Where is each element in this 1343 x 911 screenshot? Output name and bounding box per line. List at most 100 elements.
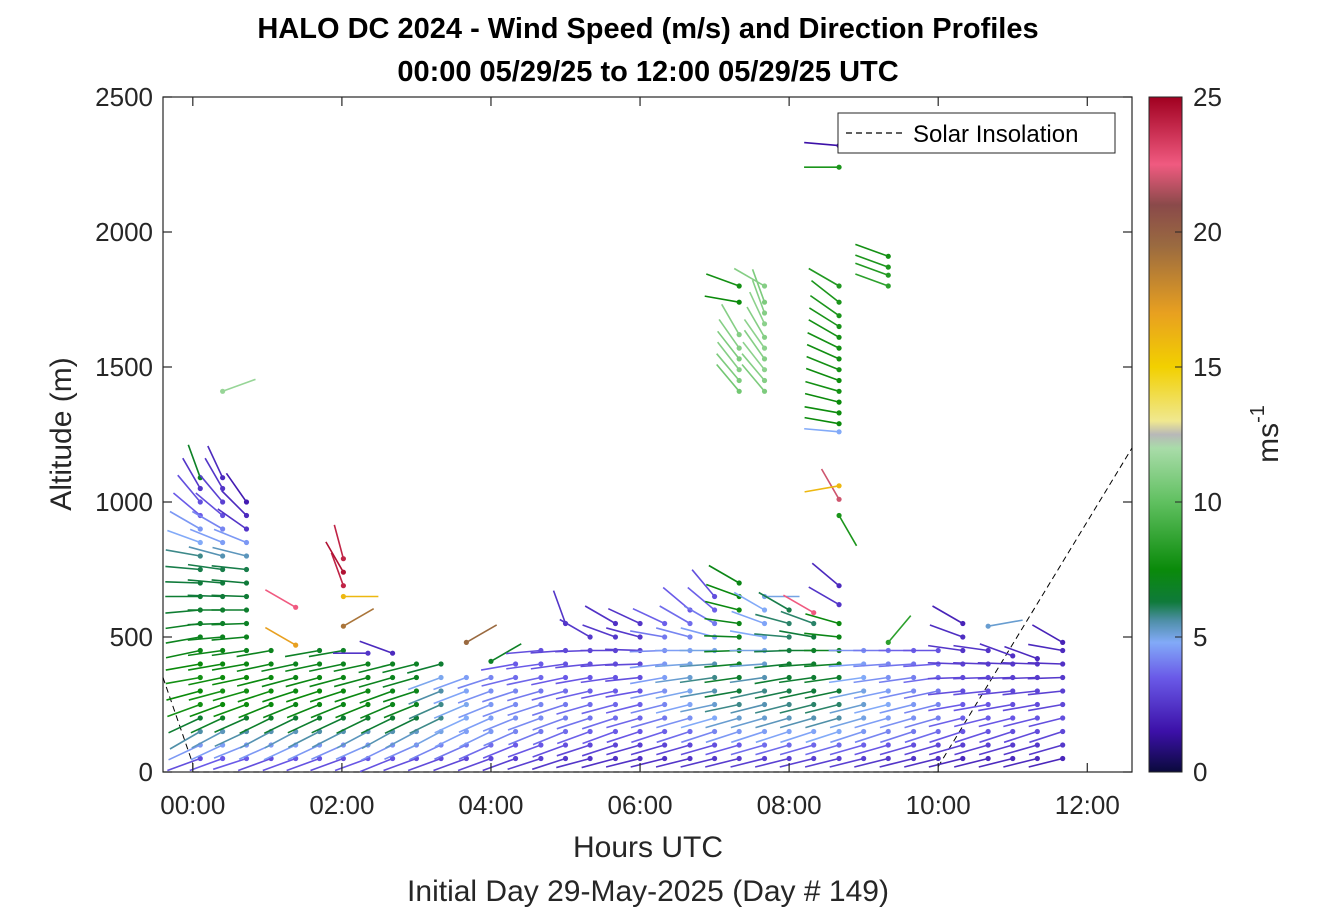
wind-barb-dot (687, 620, 693, 627)
wind-barb-dot (811, 674, 817, 681)
wind-barb-shaft (830, 730, 864, 744)
wind-barb-shaft (236, 676, 272, 687)
wind-barb (655, 755, 693, 768)
wind-barb-shaft (755, 613, 790, 625)
wind-barb-dot (316, 688, 323, 694)
wind-barb-dot (736, 367, 742, 373)
wind-barb-dot (538, 742, 544, 748)
wind-barb-shaft (630, 744, 665, 756)
wind-barb-dot (340, 715, 346, 721)
wind-barb-shaft (606, 717, 641, 729)
wind-barb-dot (1060, 639, 1066, 646)
wind-barb-shaft (778, 676, 814, 684)
wind-barb (655, 701, 693, 714)
wind-barb-shaft (336, 717, 369, 735)
wind-barb-shaft (655, 690, 691, 700)
wind-barb-shaft (407, 757, 442, 772)
wind-barb-dot (612, 701, 619, 708)
wind-barb (408, 688, 444, 705)
wind-barb-dot (562, 715, 569, 721)
wind-barb-shaft (165, 565, 201, 571)
wind-barb-shaft (630, 717, 665, 729)
wind-barb (630, 674, 668, 685)
wind-barb-dot (268, 701, 274, 708)
wind-barb (1003, 715, 1040, 728)
wind-barb (879, 688, 917, 700)
wind-barb-dot (438, 715, 444, 721)
wind-barb-dot (389, 701, 396, 708)
wind-barb-shaft (238, 703, 272, 719)
wind-barb-dot (197, 539, 203, 546)
wind-barb (204, 457, 226, 492)
wind-barb-dot (786, 755, 792, 762)
wind-barb (751, 279, 768, 316)
wind-barb-shaft (929, 624, 964, 638)
wind-barb-dot (736, 332, 742, 338)
wind-barb-dot (861, 728, 867, 735)
wind-barb-shaft (555, 663, 591, 669)
wind-barb (655, 674, 693, 684)
wind-barb-dot (243, 593, 250, 600)
wind-barb-shaft (978, 744, 1013, 756)
wind-barb (1028, 742, 1066, 756)
wind-barb (309, 688, 346, 703)
wind-barb (904, 715, 941, 729)
wind-barb (704, 617, 742, 627)
wind-barb-dot (197, 715, 203, 721)
wind-barb-dot (885, 701, 891, 708)
wind-barb-dot (1010, 701, 1016, 708)
wind-barb-shaft (189, 703, 223, 718)
wind-barb (656, 728, 693, 744)
wind-barb-dot (340, 623, 346, 629)
wind-barb-dot (736, 688, 742, 694)
wind-barb-shaft (165, 649, 201, 659)
wind-barb-dot (736, 356, 742, 362)
wind-barb-dot (316, 647, 323, 654)
wind-barb (239, 715, 274, 735)
wind-barb-dot (438, 688, 444, 694)
wind-barb-dot (761, 755, 768, 762)
wind-barb-shaft (308, 649, 344, 658)
wind-barb-shaft (433, 757, 467, 772)
wind-barb-shaft (805, 380, 840, 393)
wind-barb (716, 353, 742, 384)
wind-barb-dot (662, 688, 668, 694)
wind-barb-shaft (385, 730, 417, 749)
wind-barb-dot (340, 688, 346, 694)
wind-barb-shaft (483, 730, 516, 747)
wind-barb-shaft (754, 703, 790, 714)
wind-barb-shaft (310, 703, 344, 719)
wind-barb (805, 742, 842, 756)
wind-barb-dot (736, 580, 742, 586)
wind-barb-dot (243, 647, 250, 654)
legend-box (837, 112, 1116, 154)
wind-barb-shaft (285, 690, 320, 703)
wind-barb-shaft (211, 565, 247, 571)
wind-barb (488, 643, 522, 664)
legend: Solar Insolation (837, 112, 1116, 154)
wind-barb-dot (960, 647, 966, 654)
wind-barb-shaft (190, 744, 223, 761)
wind-barb (953, 701, 991, 712)
wind-barb-dot (637, 674, 643, 681)
wind-barb (211, 634, 250, 641)
wind-barb-dot (197, 674, 203, 681)
wind-barb-shaft (680, 703, 715, 713)
wind-barb (828, 674, 867, 684)
wind-barb-shaft (704, 617, 740, 625)
x-tick-label: 04:00 (458, 790, 523, 820)
wind-barb-dot (811, 610, 817, 616)
wind-barb-shaft (482, 717, 516, 732)
wind-barb (853, 688, 891, 700)
wind-barb (705, 600, 742, 613)
wind-barb-dot (243, 566, 250, 573)
wind-barb (1029, 728, 1066, 744)
wind-barb (165, 647, 203, 659)
wind-barb (199, 474, 226, 505)
wind-barb-dot (836, 429, 842, 435)
wind-barb (656, 715, 693, 729)
wind-barb (237, 688, 274, 703)
wind-barb (408, 701, 444, 720)
wind-barb-dot (736, 742, 742, 748)
